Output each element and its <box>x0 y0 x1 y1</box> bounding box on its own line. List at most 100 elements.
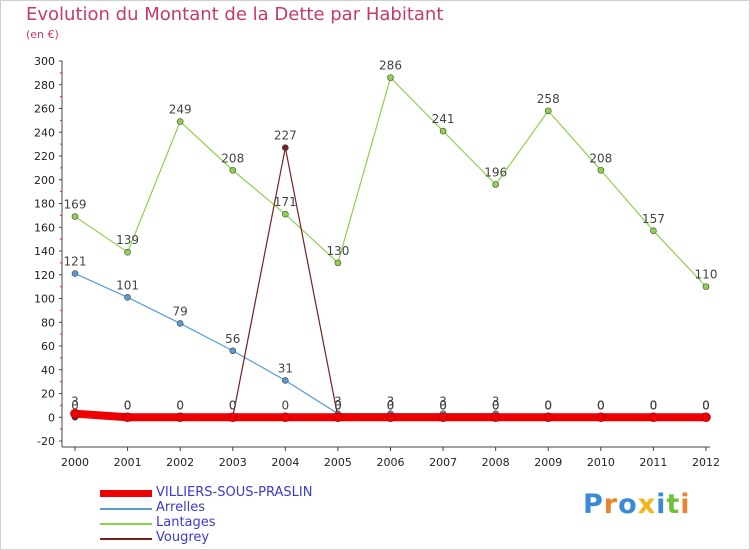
y-tick-label: 0 <box>48 411 55 424</box>
logo-letter: x <box>637 489 657 520</box>
data-label: 0 <box>124 398 132 412</box>
data-label: 286 <box>379 59 402 73</box>
data-point <box>176 118 184 125</box>
legend-swatch <box>100 490 152 497</box>
data-label: 121 <box>64 255 87 269</box>
data-label: 0 <box>544 398 552 412</box>
data-point <box>597 166 605 174</box>
y-tick-label: 60 <box>41 340 55 353</box>
logo-letter: r <box>603 489 619 520</box>
data-point <box>650 227 657 235</box>
data-point <box>229 166 237 174</box>
data-label: 0 <box>597 398 605 412</box>
legend-label: VILLIERS-SOUS-PRASLIN <box>156 485 313 500</box>
data-point <box>439 127 447 135</box>
y-tick-label: 40 <box>41 364 55 377</box>
data-point <box>544 107 552 115</box>
data-point <box>334 259 342 267</box>
data-label: 0 <box>387 398 395 412</box>
y-tick-label: 80 <box>41 316 55 329</box>
data-label: 0 <box>334 398 342 412</box>
data-label: 0 <box>702 398 710 412</box>
data-label: 227 <box>274 129 297 143</box>
data-label: 0 <box>597 398 605 412</box>
data-point <box>648 412 659 423</box>
x-tick-label: 2006 <box>377 456 405 469</box>
data-point <box>124 248 131 256</box>
data-label: 0 <box>387 398 395 412</box>
data-point <box>596 412 606 423</box>
x-tick-label: 2000 <box>61 456 89 469</box>
data-label: 0 <box>439 398 447 412</box>
data-label: 171 <box>274 195 297 209</box>
x-tick-label: 2004 <box>271 456 299 469</box>
data-label: 79 <box>173 304 188 318</box>
y-tick-label: 100 <box>34 293 55 306</box>
data-label: 241 <box>432 112 455 126</box>
data-label: 196 <box>484 166 507 180</box>
y-tick-label: 180 <box>34 198 55 211</box>
data-point <box>702 283 710 290</box>
data-label: 0 <box>702 398 710 412</box>
data-label: 157 <box>642 212 665 226</box>
x-tick-label: 2005 <box>324 456 352 469</box>
chart-title: Evolution du Montant de la Dette par Hab… <box>26 4 444 25</box>
logo-letter: o <box>618 489 638 520</box>
proxiti-logo: Proxiti <box>583 489 691 520</box>
data-label: 130 <box>326 244 349 258</box>
data-point <box>176 320 184 327</box>
data-point <box>438 412 448 423</box>
data-point <box>543 412 554 423</box>
data-point <box>333 412 343 423</box>
data-label: 0 <box>334 398 342 412</box>
data-label: 0 <box>176 398 184 412</box>
chart-unit-label: (en €) <box>26 28 59 41</box>
y-tick-label: 200 <box>34 174 55 187</box>
y-tick-label: 260 <box>34 103 55 116</box>
x-tick-label: 2009 <box>534 456 562 469</box>
y-tick-label: -20 <box>37 435 55 448</box>
x-tick-label: 2003 <box>219 456 247 469</box>
x-tick-label: 2010 <box>587 456 615 469</box>
data-label: 110 <box>695 268 718 282</box>
data-label: 169 <box>64 198 87 212</box>
series-line-vougrey <box>74 147 707 418</box>
y-tick-label: 280 <box>34 79 55 92</box>
x-tick-label: 2011 <box>639 456 667 469</box>
y-tick-label: 240 <box>34 126 55 139</box>
data-label: 208 <box>221 151 244 165</box>
data-label: 0 <box>439 398 447 412</box>
data-label: 0 <box>492 398 500 412</box>
data-point <box>122 412 133 423</box>
x-tick-label: 2007 <box>429 456 457 469</box>
data-point <box>124 294 131 301</box>
data-label: 0 <box>702 398 710 412</box>
data-point <box>492 181 499 188</box>
y-tick-label: 300 <box>34 55 55 68</box>
data-label: 31 <box>278 361 293 375</box>
data-label: 258 <box>537 92 560 106</box>
data-label: 3 <box>387 395 395 409</box>
data-point <box>71 213 79 220</box>
data-point <box>385 412 396 423</box>
data-label: 0 <box>597 398 605 412</box>
data-label: 0 <box>650 398 658 412</box>
data-point <box>71 270 79 277</box>
data-label: 0 <box>492 398 500 412</box>
data-point <box>701 412 711 423</box>
data-label: 56 <box>225 332 240 346</box>
y-tick-label: 160 <box>34 221 55 234</box>
data-point <box>227 412 238 423</box>
x-tick-label: 2008 <box>482 456 510 469</box>
legend-swatch <box>100 508 152 510</box>
data-label: 0 <box>229 398 237 412</box>
data-label: 139 <box>116 233 139 247</box>
data-label: 3 <box>492 395 500 409</box>
data-label: 0 <box>650 398 658 412</box>
data-label: 0 <box>650 398 658 412</box>
data-point <box>282 144 289 151</box>
legend-swatch <box>100 523 152 525</box>
logo-letter: i <box>680 489 691 520</box>
data-label: 208 <box>589 151 612 165</box>
